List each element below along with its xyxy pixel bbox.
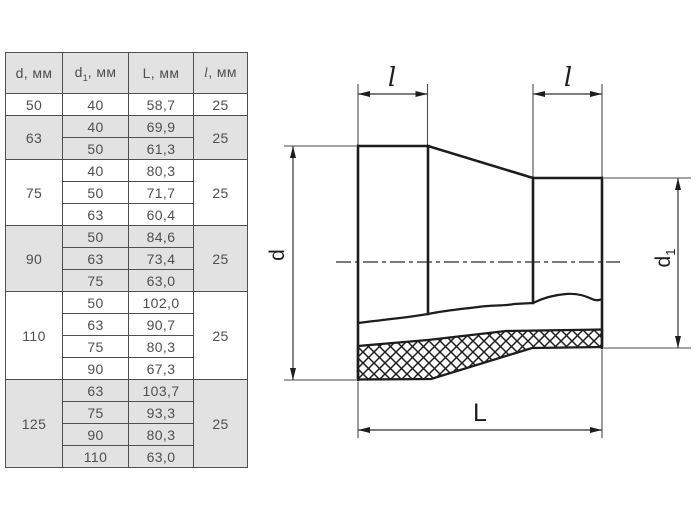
dimension-l-right: l bbox=[533, 63, 602, 97]
table-row: 63 60,4 bbox=[6, 203, 248, 226]
table-row: 63 90,7 bbox=[6, 313, 248, 336]
header-L: L, мм bbox=[128, 52, 194, 94]
cell-l: 25 bbox=[193, 225, 248, 292]
table-row: 90 67,3 bbox=[6, 357, 248, 380]
table-row: 63 40 69,9 25 bbox=[5, 115, 248, 160]
dim-label-l-left: l bbox=[388, 63, 396, 93]
cell-d1: 75 bbox=[62, 401, 129, 424]
dim-label-d1: d1 bbox=[652, 249, 678, 268]
cell-L: 63,0 bbox=[128, 269, 194, 292]
extension-lines bbox=[284, 84, 691, 438]
cell-d1: 110 bbox=[62, 445, 129, 468]
reducer-outline bbox=[356, 144, 604, 382]
table-header-row: d, мм d1, мм L, мм l, мм bbox=[5, 52, 248, 94]
cell-d: 50 bbox=[5, 93, 63, 116]
cell-d: 110 bbox=[5, 291, 63, 380]
hatched-wall-section bbox=[356, 328, 604, 381]
cell-d: 90 bbox=[5, 225, 63, 292]
dimensions-table-body: 50 40 58,7 25 63 40 69,9 25 50 61,3 75 40 80,3 25 50 71… bbox=[5, 93, 248, 468]
table-row: 50 61,3 bbox=[6, 137, 248, 160]
cell-L: 61,3 bbox=[128, 137, 194, 160]
header-l: l, мм bbox=[193, 52, 248, 94]
cell-d1: 63 bbox=[62, 247, 129, 270]
table-row: 110 50 102,0 25 bbox=[5, 291, 248, 380]
cell-d1: 40 bbox=[62, 115, 129, 138]
dimension-d1: d1 bbox=[652, 178, 681, 348]
cell-l: 25 bbox=[193, 159, 248, 226]
dimensions-table: d, мм d1, мм L, мм l, мм 50 40 58,7 25 63 40 6… bbox=[5, 52, 248, 468]
cell-l: 25 bbox=[193, 115, 248, 160]
table-row: 90 80,3 bbox=[6, 423, 248, 446]
cell-d: 125 bbox=[5, 379, 63, 468]
cell-l: 25 bbox=[193, 291, 248, 380]
table-row: 50 40 58,7 25 bbox=[5, 93, 248, 116]
cell-L: 69,9 bbox=[128, 115, 194, 138]
cell-d: 75 bbox=[5, 159, 63, 226]
cell-L: 63,0 bbox=[128, 445, 194, 468]
cell-d1: 75 bbox=[62, 269, 129, 292]
table-row: 75 63,0 bbox=[6, 269, 248, 292]
cell-l: 25 bbox=[193, 379, 248, 468]
table-row: 50 71,7 bbox=[6, 181, 248, 204]
table-row: 110 63,0 bbox=[6, 445, 248, 468]
cell-L: 71,7 bbox=[128, 181, 194, 204]
cell-d1: 40 bbox=[62, 159, 129, 182]
dim-label-l-right: l bbox=[564, 63, 572, 93]
dim-label-d: d bbox=[266, 249, 289, 261]
break-line bbox=[356, 292, 604, 325]
cell-L: 103,7 bbox=[128, 379, 194, 402]
cell-L: 80,3 bbox=[128, 423, 194, 446]
cell-d1: 90 bbox=[62, 357, 129, 380]
cell-d1: 75 bbox=[62, 335, 129, 358]
table-row: 75 93,3 bbox=[6, 401, 248, 424]
dimension-l-left: l bbox=[358, 63, 428, 97]
header-d: d, мм bbox=[5, 52, 63, 94]
cell-L: 102,0 bbox=[128, 291, 194, 314]
cell-L: 90,7 bbox=[128, 313, 194, 336]
cell-L: 73,4 bbox=[128, 247, 194, 270]
dimension-L: L bbox=[358, 399, 602, 433]
cell-d: 63 bbox=[5, 115, 63, 160]
cell-L: 84,6 bbox=[128, 225, 194, 248]
cell-d1: 50 bbox=[62, 291, 129, 314]
dim-label-L: L bbox=[473, 399, 487, 427]
table-row: 125 63 103,7 25 bbox=[5, 379, 248, 468]
cell-l: 25 bbox=[193, 93, 248, 116]
dimension-d: d bbox=[266, 146, 296, 380]
cell-d1: 63 bbox=[62, 313, 129, 336]
table-row: 90 50 84,6 25 bbox=[5, 225, 248, 292]
table-row: 63 73,4 bbox=[6, 247, 248, 270]
cell-d1: 90 bbox=[62, 423, 129, 446]
cell-L: 60,4 bbox=[128, 203, 194, 226]
table-row: 75 40 80,3 25 bbox=[5, 159, 248, 226]
cell-L: 93,3 bbox=[128, 401, 194, 424]
